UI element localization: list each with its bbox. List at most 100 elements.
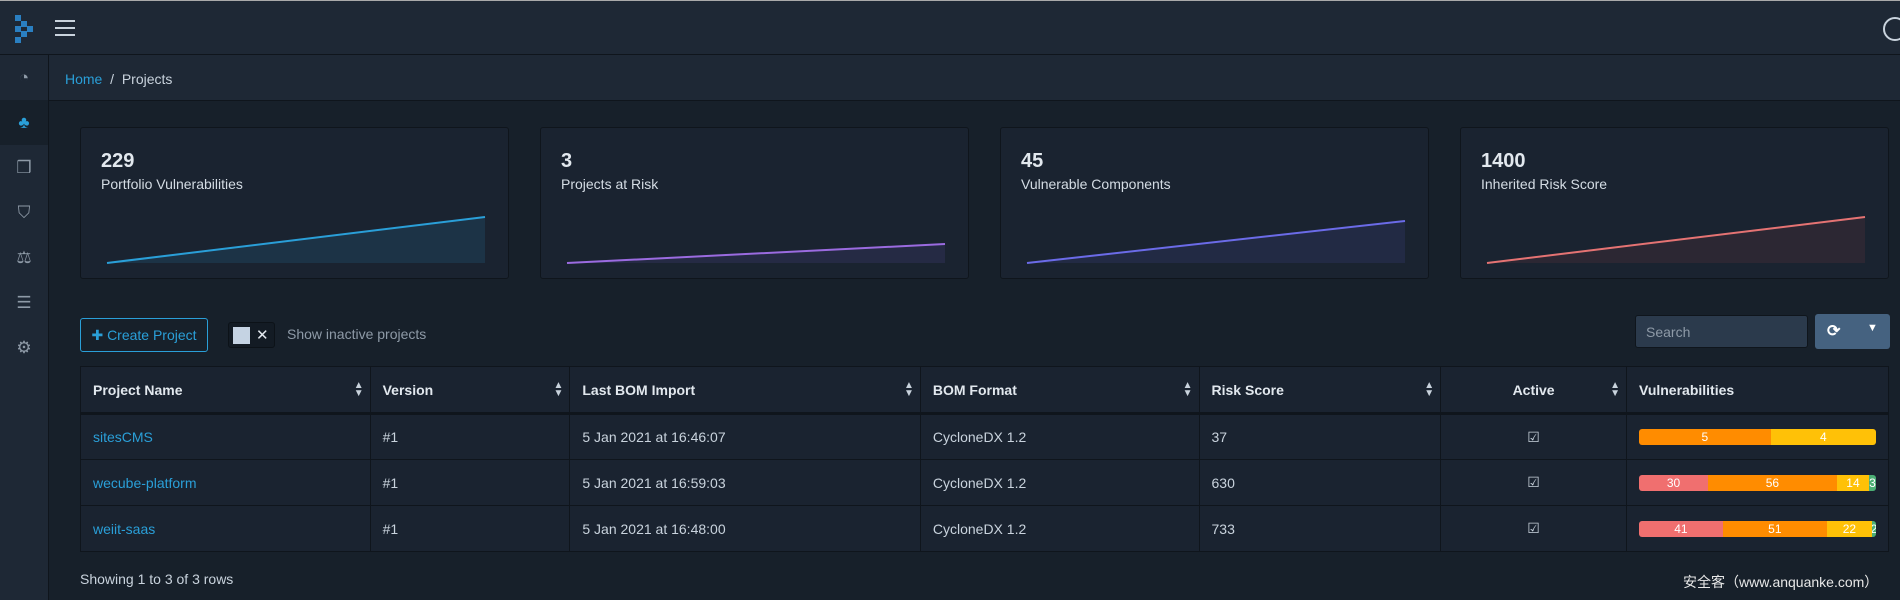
card-label: Portfolio Vulnerabilities bbox=[101, 176, 243, 192]
card-sparkline bbox=[566, 243, 946, 264]
active-checkbox-cell: ☑ bbox=[1440, 459, 1627, 506]
sort-icon: ▲ ▼ bbox=[1424, 380, 1435, 399]
card-label: Projects at Risk bbox=[561, 176, 659, 192]
project-name-cell: wecube-platform bbox=[80, 459, 371, 506]
search-input[interactable]: Search bbox=[1635, 315, 1808, 348]
refresh-icon[interactable]: ⟳ bbox=[1827, 323, 1841, 340]
header-label: BOM Format bbox=[932, 381, 1017, 398]
last-bom-import-cell: 5 Jan 2021 at 16:46:07 bbox=[569, 413, 921, 460]
card-sparkline bbox=[106, 216, 486, 264]
risk-score-cell: 630 bbox=[1198, 459, 1442, 506]
inherited-risk-score-card: 1400 Inherited Risk Score bbox=[1460, 127, 1889, 279]
col-version[interactable]: Version ▲ ▼ bbox=[369, 366, 571, 415]
table-row: wecube-platform #1 5 Jan 2021 at 16:59:03 C… bbox=[80, 459, 1889, 506]
col-last-bom-import[interactable]: Last BOM Import ▲ ▼ bbox=[569, 366, 921, 415]
pagination-info: Showing 1 to 3 of 3 rows bbox=[80, 571, 234, 587]
sort-icon: ▲ ▼ bbox=[1610, 380, 1620, 399]
breadcrumb-current: Projects bbox=[121, 71, 173, 87]
vulnerability-bar: 41 51 22 2 bbox=[1639, 520, 1876, 537]
risk-score-cell: 733 bbox=[1211, 520, 1235, 537]
last-bom-import-cell: 5 Jan 2021 at 16:48:00 bbox=[569, 505, 921, 552]
card-sparkline bbox=[1486, 216, 1866, 264]
sidebar: ◔ ♣ ❒ ⛉ ⚖ ☰ ⚙ bbox=[0, 55, 49, 600]
card-label: Inherited Risk Score bbox=[1481, 176, 1608, 192]
table-row: weiit-saas #1 5 Jan 2021 at 16:48:00 Cyclon… bbox=[80, 505, 1889, 552]
sort-icon: ▲ ▼ bbox=[1182, 380, 1193, 399]
vulnerability-segment: 30 bbox=[1639, 474, 1709, 491]
risk-score-cell: 37 bbox=[1198, 413, 1442, 460]
header-label: Last BOM Import bbox=[582, 381, 696, 398]
vulnerability-segment: 51 bbox=[1722, 520, 1827, 537]
breadcrumb-home-link[interactable]: Home bbox=[65, 71, 103, 87]
projects-sitemap-icon[interactable]: ♣ bbox=[0, 100, 48, 145]
col-risk-score[interactable]: Risk Score ▲ ▼ bbox=[1198, 366, 1442, 415]
col-vulnerabilities: Vulnerabilities bbox=[1626, 366, 1889, 415]
menu-toggle-icon[interactable] bbox=[55, 20, 75, 36]
bom-format-cell: CycloneDX 1.2 bbox=[919, 413, 1200, 460]
active-checkbox-cell: ☑ bbox=[1440, 505, 1627, 552]
bom-format-cell: CycloneDX 1.2 bbox=[919, 459, 1200, 506]
risk-score-cell: 37 bbox=[1211, 429, 1228, 445]
projects-table: Project Name ▲ ▼ Version ▲ ▼ Last BOM Import… bbox=[80, 366, 1889, 552]
vulnerability-segment: 2 bbox=[1871, 520, 1876, 537]
top-navbar bbox=[0, 0, 1900, 55]
vulnerability-segment: 41 bbox=[1639, 520, 1723, 537]
last-bom-import-cell: 5 Jan 2021 at 16:59:03 bbox=[582, 474, 726, 491]
card-sparkline bbox=[1026, 220, 1406, 264]
dashboard-icon[interactable]: ◔ bbox=[18, 67, 30, 87]
app-logo-icon[interactable] bbox=[15, 15, 35, 43]
sort-icon: ▲ ▼ bbox=[903, 380, 914, 399]
project-name-link[interactable]: sitesCMS bbox=[93, 429, 153, 445]
active-checkbox-icon: ☑ bbox=[1527, 520, 1540, 536]
project-name-link[interactable]: wecube-platform bbox=[93, 474, 197, 491]
vulnerability-segment: 14 bbox=[1836, 474, 1870, 491]
card-value: 3 bbox=[561, 150, 573, 172]
breadcrumb: Home / Projects bbox=[49, 55, 1900, 101]
projects-at-risk-card: 3 Projects at Risk bbox=[540, 127, 969, 279]
toggle-off-icon: ✕ bbox=[256, 327, 269, 344]
vulnerability-segment: 22 bbox=[1826, 520, 1872, 537]
col-active[interactable]: Active ▲ ▼ bbox=[1440, 366, 1627, 415]
refresh-split-button[interactable]: ⟳ ▼ bbox=[1815, 314, 1890, 349]
vulnerability-bar: 30 56 14 3 bbox=[1639, 474, 1876, 491]
show-inactive-label: Show inactive projects bbox=[287, 326, 427, 342]
header-label: Active bbox=[1512, 381, 1555, 398]
bom-format-cell: CycloneDX 1.2 bbox=[932, 429, 1027, 445]
project-name-cell: sitesCMS bbox=[80, 413, 371, 460]
sort-icon: ▲ ▼ bbox=[553, 380, 564, 399]
header-label: Risk Score bbox=[1211, 381, 1284, 398]
vulnerability-segment: 5 bbox=[1639, 429, 1771, 445]
active-checkbox-icon: ☑ bbox=[1527, 428, 1540, 445]
create-project-label: Create Project bbox=[107, 327, 197, 343]
policy-list-icon[interactable]: ☰ bbox=[16, 292, 32, 312]
vulnerabilities-cell: 30 56 14 3 bbox=[1626, 459, 1889, 506]
card-label: Vulnerable Components bbox=[1021, 176, 1171, 192]
create-project-button[interactable]: ✚ Create Project bbox=[80, 318, 208, 352]
vulnerable-components-card: 45 Vulnerable Components bbox=[1000, 127, 1429, 279]
vulnerabilities-shield-icon[interactable]: ⛉ bbox=[17, 202, 31, 222]
bom-format-cell: CycloneDX 1.2 bbox=[932, 474, 1027, 491]
project-name-link[interactable]: weiit-saas bbox=[93, 520, 156, 537]
bom-format-cell: CycloneDX 1.2 bbox=[932, 520, 1027, 537]
vulnerabilities-cell: 41 51 22 2 bbox=[1626, 505, 1889, 552]
vulnerability-segment: 4 bbox=[1770, 429, 1876, 445]
caret-down-icon[interactable]: ▼ bbox=[1867, 322, 1878, 334]
risk-score-cell: 733 bbox=[1198, 505, 1442, 552]
version-cell: #1 bbox=[382, 474, 399, 491]
version-cell: #1 bbox=[382, 429, 399, 445]
licenses-scale-icon[interactable]: ⚖ bbox=[16, 247, 32, 267]
risk-score-cell: 630 bbox=[1211, 474, 1235, 491]
breadcrumb-separator: / bbox=[106, 71, 118, 87]
active-checkbox-cell: ☑ bbox=[1440, 413, 1627, 460]
components-cubes-icon[interactable]: ❒ bbox=[16, 157, 32, 177]
show-inactive-toggle[interactable]: ✕ bbox=[228, 322, 275, 348]
project-name-cell: weiit-saas bbox=[80, 505, 371, 552]
col-bom-format[interactable]: BOM Format ▲ ▼ bbox=[919, 366, 1200, 415]
vulnerability-segment: 3 bbox=[1869, 474, 1876, 491]
col-project-name[interactable]: Project Name ▲ ▼ bbox=[80, 366, 371, 415]
portfolio-vulnerabilities-card: 229 Portfolio Vulnerabilities bbox=[80, 127, 509, 279]
admin-gears-icon[interactable]: ⚙ bbox=[16, 337, 32, 357]
user-profile-icon[interactable] bbox=[1883, 17, 1900, 41]
